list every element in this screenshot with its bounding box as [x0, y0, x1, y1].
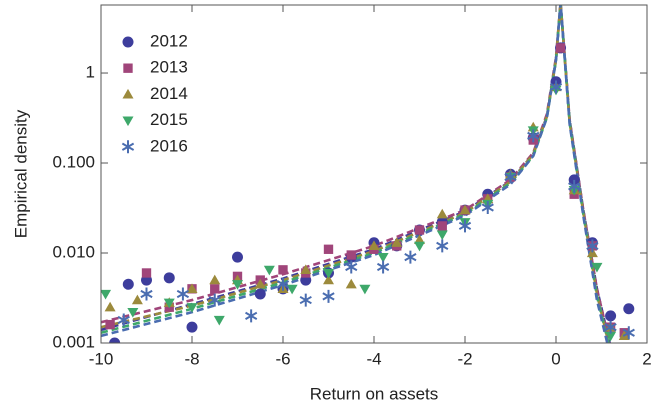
x-tick-label: 2	[642, 349, 651, 368]
legend-marker	[123, 63, 133, 73]
point	[276, 277, 290, 291]
point	[163, 298, 175, 309]
point	[346, 250, 356, 260]
point	[436, 239, 449, 253]
point	[481, 201, 494, 215]
point	[555, 43, 566, 53]
point	[232, 280, 243, 290]
point	[623, 303, 635, 315]
point	[140, 287, 153, 301]
plot-area	[101, 5, 635, 343]
point	[604, 320, 617, 334]
fit-line	[101, 5, 609, 343]
point	[527, 129, 540, 143]
point	[101, 289, 112, 300]
point	[504, 170, 517, 184]
point	[568, 174, 580, 186]
legend-label: 2016	[150, 136, 188, 155]
y-tick-label: 0.010	[52, 242, 95, 261]
legend-marker	[122, 36, 134, 48]
point	[209, 274, 221, 285]
point	[131, 294, 143, 305]
legend-label: 2014	[150, 84, 188, 103]
point	[436, 208, 448, 219]
point	[163, 272, 175, 284]
point	[414, 234, 425, 244]
point	[458, 219, 472, 233]
point	[141, 268, 152, 278]
y-tick-label: 0.100	[52, 152, 95, 171]
point	[591, 262, 603, 273]
point	[368, 240, 380, 251]
fit-line	[101, 5, 611, 343]
point	[186, 283, 198, 293]
point	[117, 313, 130, 327]
legend-label: 2012	[150, 31, 188, 50]
point	[210, 284, 220, 294]
point	[414, 241, 425, 252]
point	[414, 225, 425, 235]
point	[109, 337, 121, 343]
point	[323, 268, 334, 279]
point	[377, 253, 389, 263]
point	[376, 260, 390, 274]
point	[105, 319, 115, 330]
point	[437, 221, 447, 231]
point	[436, 230, 448, 241]
point	[605, 331, 617, 342]
point	[299, 293, 312, 307]
x-tick-label: -2	[457, 349, 472, 368]
point	[568, 179, 581, 193]
point	[345, 278, 357, 289]
point	[404, 250, 417, 264]
x-axis-label: Return on assets	[310, 384, 439, 403]
x-tick-label: -8	[184, 349, 199, 368]
point	[605, 310, 617, 322]
point	[254, 278, 266, 289]
legend-marker	[122, 88, 134, 99]
point	[122, 278, 134, 290]
point	[459, 204, 471, 215]
point	[127, 308, 139, 318]
x-tick-label: -10	[89, 349, 114, 368]
point	[104, 301, 116, 312]
y-tick-label: 0.001	[52, 332, 95, 351]
legend-marker	[122, 116, 134, 127]
x-tick-label: 0	[551, 349, 560, 368]
y-axis-label: Empirical density	[11, 109, 30, 238]
point	[586, 239, 599, 253]
point	[323, 274, 334, 285]
y-tick-label: 1	[86, 63, 95, 82]
point	[254, 288, 266, 300]
legend-label: 2013	[150, 58, 188, 77]
point	[186, 321, 198, 333]
point	[322, 289, 335, 303]
point	[213, 315, 225, 326]
x-tick-label: -6	[275, 349, 290, 368]
point	[549, 80, 563, 94]
point	[232, 251, 243, 263]
fit-line	[101, 5, 611, 343]
legend-label: 2015	[150, 110, 188, 129]
point	[208, 293, 221, 307]
point	[186, 303, 198, 313]
x-tick-label: -4	[366, 349, 381, 368]
point	[391, 237, 403, 247]
point	[622, 326, 635, 340]
fit-line	[101, 5, 610, 343]
legend-marker	[121, 140, 135, 154]
point	[176, 287, 190, 301]
fit-line	[101, 5, 610, 343]
point	[286, 284, 298, 295]
point	[345, 260, 358, 274]
point	[359, 284, 371, 295]
point	[323, 244, 334, 254]
point	[263, 265, 275, 276]
point	[245, 309, 258, 323]
point	[278, 265, 288, 275]
point	[300, 264, 312, 274]
